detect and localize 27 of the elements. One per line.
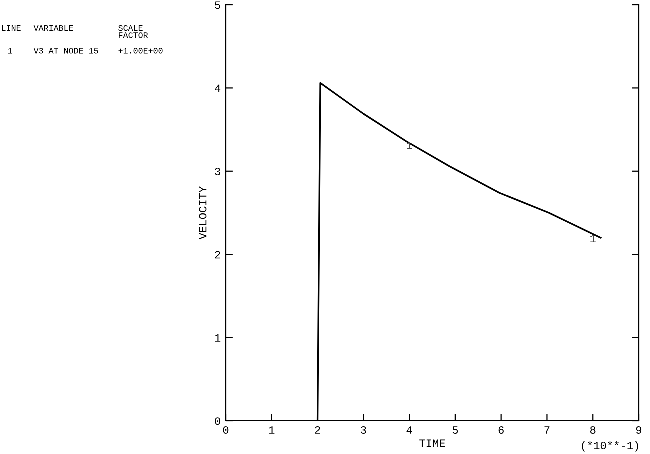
annotation: 1: [407, 142, 412, 150]
x-tick-label: 5: [452, 426, 458, 434]
annotation: 1: [590, 235, 596, 242]
x-tick-label: 7: [544, 426, 550, 434]
y-tick-label: 1: [215, 334, 221, 342]
x-tick-label: 3: [361, 426, 366, 434]
x-tick-label: 9: [636, 426, 642, 434]
text: V3 AT NODE 15: [34, 48, 98, 54]
x-tick-label: 2: [315, 426, 320, 434]
text: 1: [8, 48, 12, 54]
x-tick-label: 8: [590, 426, 596, 434]
text: SCALE FACTOR: [118, 25, 148, 38]
text: VARIABLE: [34, 26, 74, 32]
x-axis-title: TIME: [420, 440, 446, 448]
y-tick-label: 0: [215, 418, 220, 426]
y-tick-label: 3: [215, 168, 220, 176]
text: (*10**-1): [582, 441, 638, 452]
y-tick-label: 2: [215, 251, 220, 259]
text: LINE: [2, 26, 21, 32]
x-tick-label: 6: [498, 426, 504, 434]
x-tick-label: 4: [406, 426, 412, 434]
text: +1.00E+00: [118, 48, 163, 54]
y-axis-title: VELOCITY: [199, 186, 207, 240]
x-tick-label: 1: [269, 426, 275, 434]
x-tick-label: 0: [223, 426, 229, 434]
y-tick-label: 5: [215, 2, 220, 10]
y-tick-label: 4: [215, 84, 221, 92]
